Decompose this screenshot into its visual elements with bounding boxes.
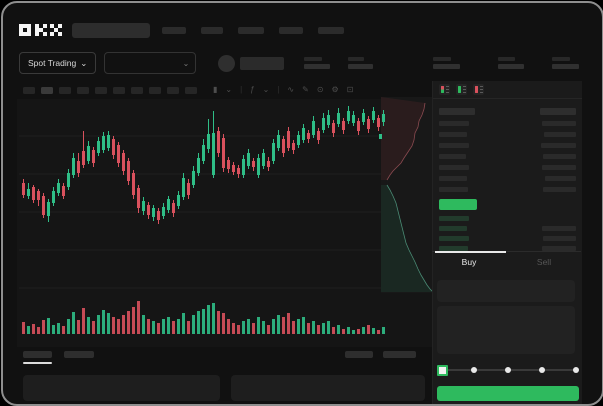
ask-row[interactable] [433, 151, 582, 162]
bid-row[interactable] [433, 243, 582, 253]
timeframe-button[interactable] [167, 86, 179, 94]
price-input[interactable] [437, 280, 575, 302]
orderbook-both-icon[interactable] [439, 84, 450, 95]
timeframe-buttons [23, 86, 197, 94]
orderbook-bids-icon[interactable] [456, 84, 467, 95]
ask-rows [433, 118, 582, 195]
orders-filter[interactable] [345, 351, 373, 358]
ticker-stat [348, 57, 374, 69]
orderbook-view-toggles [433, 81, 582, 99]
nav-item[interactable] [238, 26, 264, 34]
ticker-stats [304, 57, 580, 69]
settings-icon[interactable]: ⚙ [331, 85, 339, 94]
ask-row[interactable] [433, 129, 582, 140]
main-nav [162, 26, 344, 34]
nav-item[interactable] [162, 26, 186, 34]
buy-submit-button[interactable] [437, 386, 579, 401]
open-orders-panel[interactable] [23, 375, 220, 401]
ask-row[interactable] [433, 162, 582, 173]
timeframe-button[interactable] [41, 86, 53, 94]
timeframe-button[interactable] [149, 86, 161, 94]
slider-stop[interactable] [573, 367, 579, 373]
search-input[interactable] [72, 22, 150, 38]
chevron-down-icon[interactable]: ⌄ [225, 85, 233, 94]
chevron-down-icon: ⌄ [182, 58, 190, 68]
ticker-stat [552, 57, 580, 69]
order-history-panel[interactable] [231, 375, 425, 401]
market-type-label: Spot Trading [28, 58, 77, 68]
divider: | [277, 85, 280, 94]
slider-stop[interactable] [505, 367, 511, 373]
draw-icon[interactable]: ✎ [302, 85, 309, 94]
snapshot-icon[interactable]: ⊙ [316, 85, 324, 94]
ask-row[interactable] [433, 173, 582, 184]
pair-select[interactable]: ⌄ [104, 52, 197, 74]
ask-row[interactable] [433, 118, 582, 129]
orderbook-column-headers [433, 104, 582, 118]
nav-item[interactable] [318, 26, 344, 34]
chart-tool-icons: ▮ ⌄ | ƒ ⌄ | ∿ ✎ ⊙ ⚙ ⊡ [213, 85, 353, 95]
orders-tabs [23, 351, 416, 365]
candlestick-chart[interactable] [17, 99, 437, 347]
chart-toolbar: ▮ ⌄ | ƒ ⌄ | ∿ ✎ ⊙ ⚙ ⊡ [23, 85, 353, 95]
chevron-down-icon[interactable]: ⌄ [262, 85, 270, 94]
ticker-stat [433, 57, 461, 69]
orders-tab[interactable] [23, 351, 52, 358]
timeframe-button[interactable] [113, 86, 125, 94]
timeframe-button[interactable] [59, 86, 71, 94]
market-bar: Spot Trading ⌄ ⌄ [19, 51, 586, 75]
orderbook-panel [432, 81, 582, 404]
bid-row[interactable] [433, 213, 582, 223]
slider-stop[interactable] [539, 367, 545, 373]
timeframe-button[interactable] [131, 86, 143, 94]
coin-icon [218, 54, 236, 72]
tab-buy[interactable]: Buy [461, 257, 477, 267]
last-price-badge[interactable] [439, 199, 477, 210]
timeframe-button[interactable] [95, 86, 107, 94]
fullscreen-icon[interactable]: ⊡ [346, 85, 354, 94]
indicators-icon[interactable]: ƒ [250, 85, 255, 94]
okx-logo[interactable] [19, 23, 63, 37]
timeframe-button[interactable] [23, 86, 35, 94]
line-tool-icon[interactable]: ∿ [287, 85, 295, 94]
ask-row[interactable] [433, 184, 582, 195]
slider-stop[interactable] [471, 367, 477, 373]
bid-row[interactable] [433, 223, 582, 233]
buy-tab-indicator [435, 251, 506, 253]
ticker-stat [304, 57, 331, 69]
pair-name-placeholder [240, 56, 285, 70]
orderbook-asks-icon[interactable] [473, 84, 484, 95]
bid-rows [433, 213, 582, 253]
nav-item[interactable] [279, 26, 303, 34]
amount-input[interactable] [437, 306, 575, 354]
trade-side-tabs: Buy Sell [432, 251, 581, 273]
divider: | [240, 85, 243, 94]
top-header [19, 21, 586, 39]
timeframe-button[interactable] [185, 86, 197, 94]
ticker-stat [498, 57, 525, 69]
nav-item[interactable] [201, 26, 223, 34]
orders-tab[interactable] [64, 351, 94, 358]
bid-row[interactable] [433, 233, 582, 243]
active-tab-underline [23, 362, 52, 364]
market-type-select[interactable]: Spot Trading ⌄ [19, 52, 97, 74]
chevron-down-icon: ⌄ [80, 57, 88, 68]
orders-filter[interactable] [383, 351, 416, 358]
timeframe-button[interactable] [77, 86, 89, 94]
amount-slider[interactable] [437, 364, 579, 376]
ask-row[interactable] [433, 140, 582, 151]
candle-type-icon[interactable]: ▮ [213, 85, 218, 94]
tab-sell[interactable]: Sell [536, 257, 552, 267]
slider-handle[interactable] [437, 365, 448, 376]
